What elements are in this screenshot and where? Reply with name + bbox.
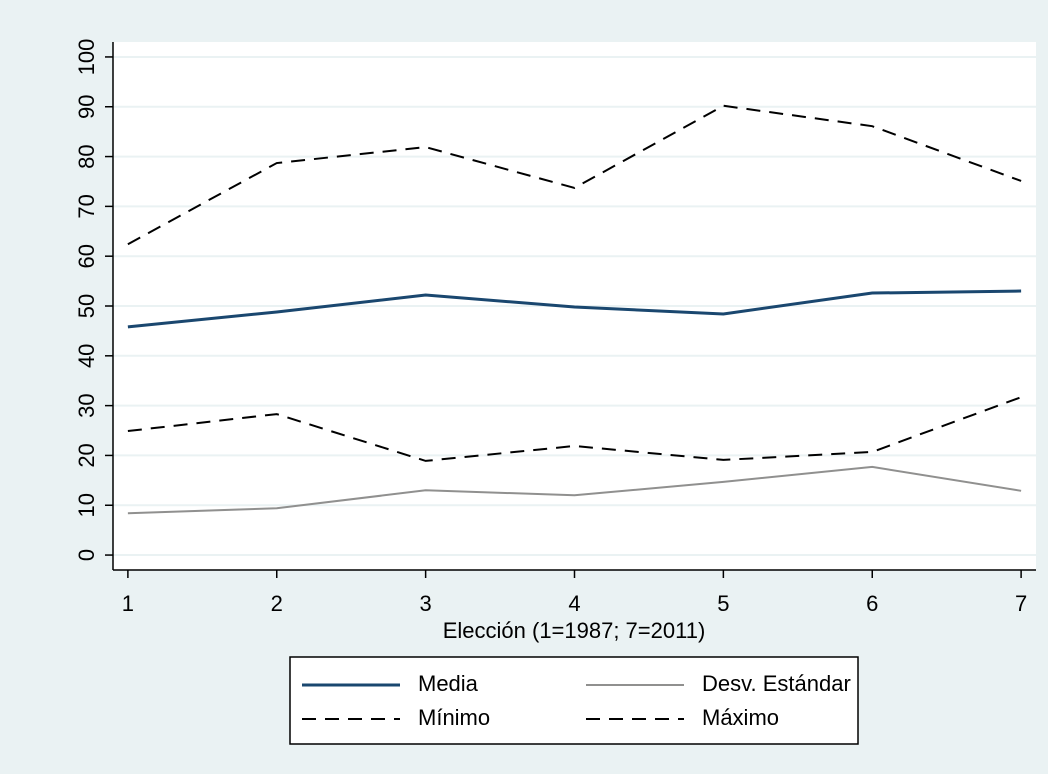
x-tick-label: 2: [271, 591, 283, 616]
x-tick-label: 7: [1015, 591, 1027, 616]
y-tick-label: 50: [74, 294, 99, 318]
legend-box: [289, 656, 859, 745]
series-line: [127, 104, 1022, 246]
x-tick-label: 3: [420, 591, 432, 616]
legend-label: Máximo: [702, 705, 779, 730]
y-tick-label: 100: [74, 39, 99, 76]
y-tick-label: 20: [74, 443, 99, 467]
y-tick-label: 10: [74, 493, 99, 517]
y-tick-label: 30: [74, 393, 99, 417]
y-tick-label: 40: [74, 344, 99, 368]
legend-label: Media: [418, 671, 479, 696]
y-tick-label: 0: [74, 549, 99, 561]
x-tick-label: 5: [717, 591, 729, 616]
y-tick-label: 90: [74, 95, 99, 119]
x-axis-title: Elección (1=1987; 7=2011): [443, 618, 706, 643]
x-tick-label: 6: [866, 591, 878, 616]
y-tick-label: 80: [74, 144, 99, 168]
x-tick-label: 1: [122, 591, 134, 616]
y-tick-label: 60: [74, 244, 99, 268]
series-line: [127, 289, 1022, 329]
legend-label: Mínimo: [418, 705, 490, 730]
x-tick-label: 4: [568, 591, 580, 616]
series-line: [127, 465, 1022, 515]
legend-label: Desv. Estándar: [702, 671, 851, 696]
y-tick-label: 70: [74, 194, 99, 218]
series-line: [127, 396, 1022, 462]
